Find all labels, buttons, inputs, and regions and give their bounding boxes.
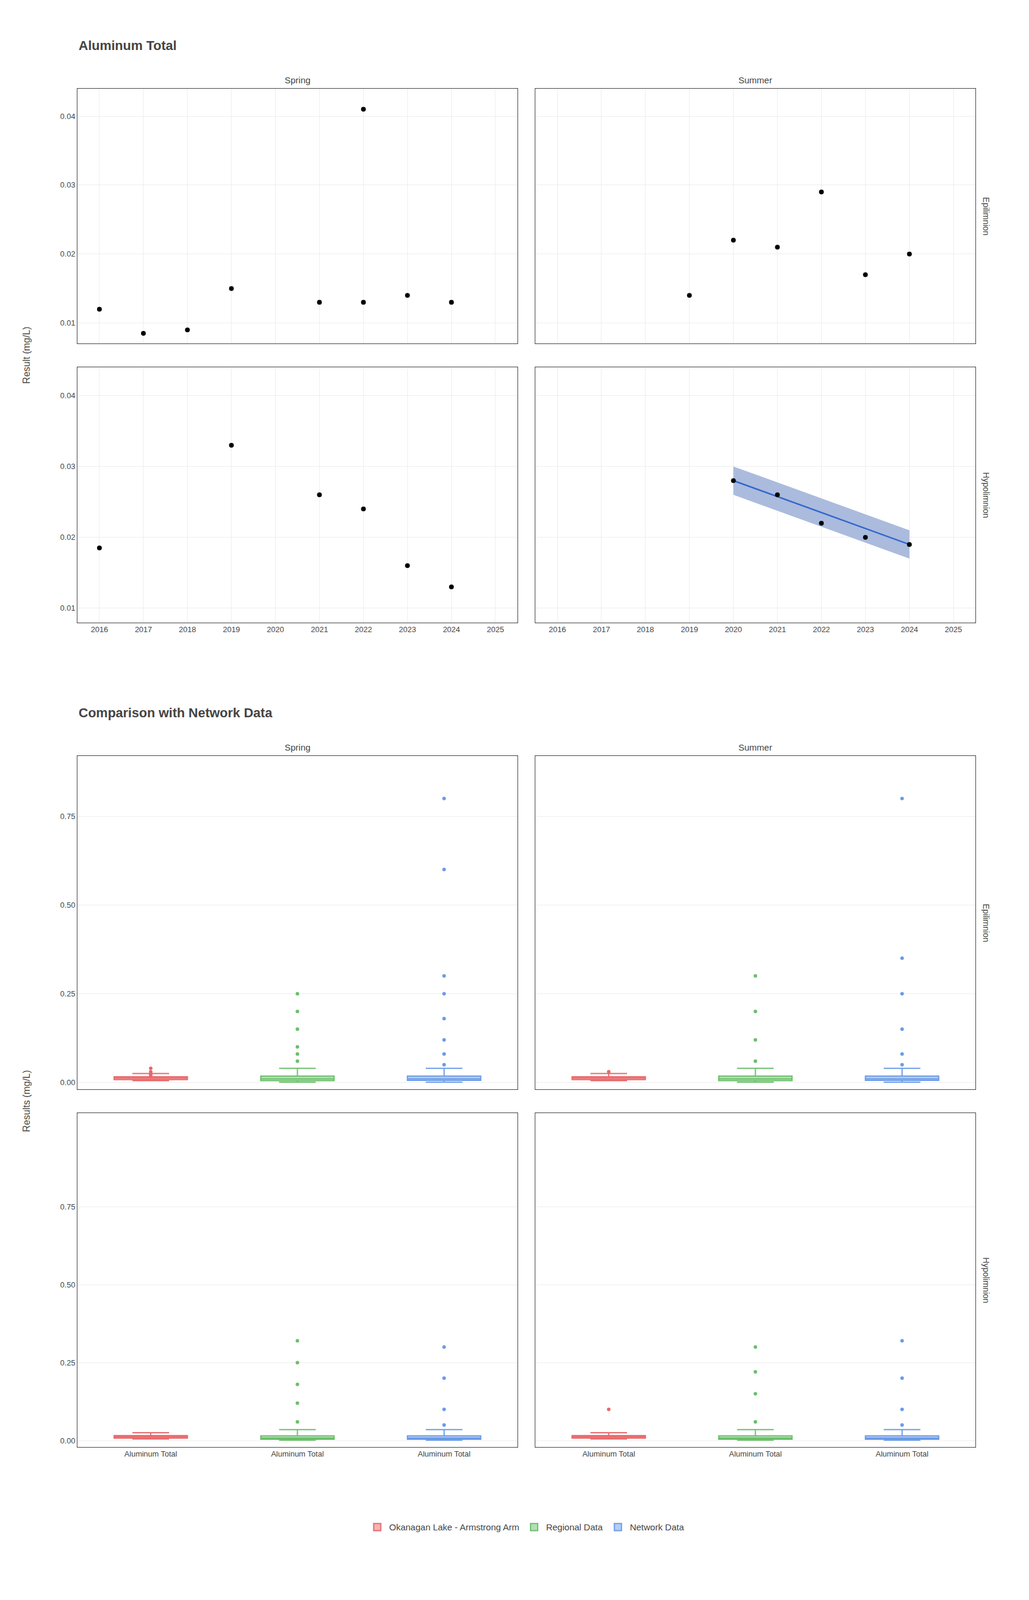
svg-text:0.50: 0.50 (60, 1280, 76, 1290)
svg-text:Aluminum Total: Aluminum Total (582, 1450, 636, 1459)
svg-text:2024: 2024 (443, 625, 461, 635)
svg-text:Comparison with Network Data: Comparison with Network Data (78, 705, 273, 721)
svg-text:Spring: Spring (284, 742, 311, 753)
svg-text:Aluminum Total: Aluminum Total (78, 38, 177, 53)
svg-text:0.04: 0.04 (60, 391, 76, 401)
svg-text:Aluminum Total: Aluminum Total (124, 1450, 178, 1459)
svg-text:2025: 2025 (945, 625, 963, 635)
svg-text:0.02: 0.02 (60, 532, 76, 542)
svg-text:2016: 2016 (90, 625, 108, 635)
svg-text:Okanagan Lake - Armstrong Arm: Okanagan Lake - Armstrong Arm (389, 1522, 520, 1533)
svg-text:Epilimnion: Epilimnion (981, 903, 991, 943)
svg-text:2017: 2017 (592, 625, 610, 635)
svg-text:2020: 2020 (724, 625, 742, 635)
svg-text:Aluminum Total: Aluminum Total (270, 1450, 324, 1459)
svg-text:2017: 2017 (134, 625, 152, 635)
svg-text:0.75: 0.75 (60, 1202, 76, 1212)
svg-text:0.00: 0.00 (60, 1436, 76, 1446)
svg-text:0.50: 0.50 (60, 900, 76, 910)
svg-text:Aluminum Total: Aluminum Total (875, 1450, 929, 1459)
svg-text:Aluminum Total: Aluminum Total (728, 1450, 782, 1459)
svg-text:Results (mg/L): Results (mg/L) (21, 1070, 32, 1133)
svg-text:0.75: 0.75 (60, 812, 76, 822)
svg-text:Hypolimnion: Hypolimnion (981, 472, 991, 519)
svg-text:0.02: 0.02 (60, 249, 76, 259)
svg-text:Summer: Summer (738, 742, 773, 753)
svg-text:2025: 2025 (487, 625, 505, 635)
svg-text:Hypolimnion: Hypolimnion (981, 1257, 991, 1304)
svg-text:Aluminum Total: Aluminum Total (417, 1450, 471, 1459)
svg-text:2022: 2022 (812, 625, 831, 635)
svg-text:2016: 2016 (549, 625, 567, 635)
svg-text:2023: 2023 (398, 625, 417, 635)
svg-text:Network Data: Network Data (630, 1522, 685, 1533)
svg-text:2018: 2018 (636, 625, 654, 635)
svg-text:Result (mg/L): Result (mg/L) (21, 326, 32, 385)
svg-text:Summer: Summer (738, 75, 773, 86)
svg-text:0.01: 0.01 (60, 318, 76, 328)
svg-text:Epilimnion: Epilimnion (981, 197, 991, 236)
svg-text:2021: 2021 (768, 625, 787, 635)
svg-text:2024: 2024 (900, 625, 919, 635)
svg-text:2019: 2019 (222, 625, 240, 635)
svg-text:2019: 2019 (680, 625, 698, 635)
svg-text:0.25: 0.25 (60, 989, 76, 999)
svg-text:2022: 2022 (354, 625, 373, 635)
svg-text:0.03: 0.03 (60, 462, 76, 472)
svg-text:2018: 2018 (178, 625, 196, 635)
svg-text:2020: 2020 (266, 625, 285, 635)
svg-text:0.00: 0.00 (60, 1078, 76, 1088)
svg-text:Regional Data: Regional Data (546, 1522, 604, 1533)
svg-text:2021: 2021 (310, 625, 329, 635)
svg-text:0.01: 0.01 (60, 603, 76, 613)
svg-text:Spring: Spring (284, 75, 311, 86)
svg-text:0.04: 0.04 (60, 111, 76, 121)
svg-text:2023: 2023 (856, 625, 875, 635)
svg-text:0.03: 0.03 (60, 180, 76, 190)
svg-text:0.25: 0.25 (60, 1358, 76, 1368)
